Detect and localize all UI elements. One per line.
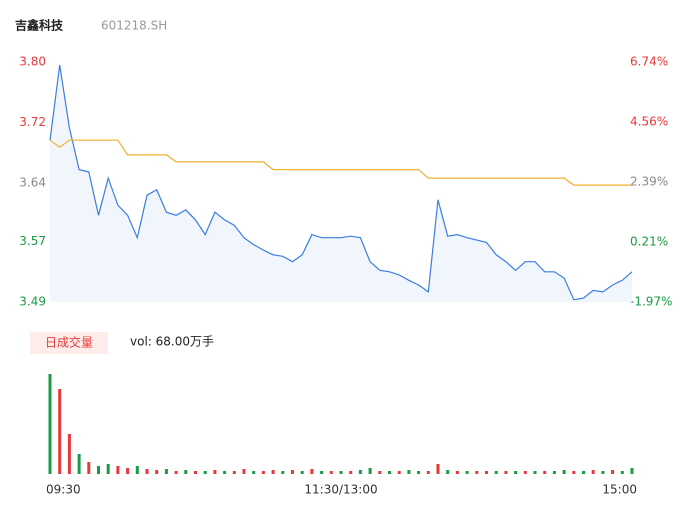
- y-tick-label: 3.80: [19, 55, 46, 69]
- volume-bar: [368, 468, 372, 474]
- stock-code: 601218.SH: [101, 19, 167, 33]
- volume-bar: [164, 469, 168, 474]
- volume-bar: [242, 469, 246, 474]
- volume-bar: [126, 468, 130, 474]
- y-tick-label: 3.64: [19, 175, 46, 189]
- volume-bar: [145, 469, 149, 474]
- volume-bar: [116, 466, 120, 474]
- volume-bar: [67, 434, 71, 474]
- x-tick-label: 11:30/13:00: [304, 483, 377, 497]
- price-line: [49, 65, 633, 301]
- volume-label: vol: 68.00万手: [130, 335, 214, 349]
- volume-bar: [543, 471, 547, 474]
- x-tick-label: 15:00: [602, 483, 637, 497]
- volume-bar: [58, 389, 62, 474]
- stock-name: 吉鑫科技: [15, 18, 64, 33]
- y2-tick-label: 4.56%: [630, 115, 668, 129]
- volume-bar: [455, 471, 459, 474]
- volume-bar: [582, 471, 585, 474]
- volume-bar: [446, 470, 450, 474]
- average-line: [49, 139, 632, 186]
- volume-bar: [514, 471, 518, 474]
- volume-bar: [203, 471, 207, 474]
- volume-bar: [106, 464, 110, 474]
- volume-bar: [194, 471, 197, 474]
- volume-bar: [252, 471, 256, 474]
- volume-bar: [232, 471, 236, 474]
- volume-bar: [135, 466, 139, 474]
- volume-bar: [572, 471, 576, 474]
- volume-bar: [485, 471, 488, 474]
- volume-bar: [388, 471, 391, 474]
- volume-bar: [310, 469, 314, 474]
- volume-bar: [48, 374, 52, 474]
- volume-bar: [426, 471, 430, 474]
- volume-bar: [329, 471, 333, 474]
- volume-bar: [620, 471, 624, 474]
- legend-box: [30, 332, 108, 354]
- volume-bar: [300, 471, 304, 474]
- volume-bar: [213, 470, 217, 474]
- volume-bar: [562, 470, 566, 474]
- volume-bar: [358, 470, 362, 474]
- y-tick-label: 3.49: [19, 295, 46, 309]
- volume-bar: [475, 471, 479, 474]
- volume-bar: [407, 470, 411, 474]
- volume-bar: [87, 462, 91, 474]
- volume-legend: 日成交量: [45, 335, 93, 350]
- volume-bar: [271, 470, 275, 474]
- volume-bar: [397, 471, 401, 474]
- volume-bar: [533, 471, 537, 474]
- volume-bar: [552, 471, 556, 474]
- volume-bar: [601, 471, 605, 474]
- volume-bar: [281, 471, 285, 474]
- volume-bar: [349, 471, 353, 474]
- y-tick-label: 3.57: [19, 234, 46, 248]
- volume-bar: [611, 470, 615, 474]
- volume-bar: [320, 471, 324, 474]
- x-tick-label: 09:30: [46, 483, 81, 497]
- volume-bar: [378, 471, 382, 474]
- volume-bar: [97, 466, 100, 474]
- volume-bar: [504, 471, 508, 474]
- y2-tick-label: 0.21%: [630, 234, 668, 248]
- y2-tick-label: 2.39%: [630, 174, 668, 188]
- y2-tick-label: -1.97%: [630, 295, 672, 309]
- volume-bar: [494, 471, 498, 474]
- volume-bar: [417, 471, 421, 474]
- volume-bar: [523, 471, 527, 474]
- y-tick-label: 3.72: [19, 115, 46, 129]
- volume-bar: [591, 470, 595, 474]
- volume-bar: [155, 470, 159, 474]
- volume-bar: [436, 464, 440, 474]
- volume-bar: [291, 470, 294, 474]
- y2-tick-label: 6.74%: [630, 55, 668, 69]
- volume-bar: [223, 471, 227, 474]
- volume-bar: [174, 471, 178, 474]
- volume-bar: [77, 454, 81, 474]
- price-area: [50, 65, 632, 302]
- volume-bar: [184, 470, 188, 474]
- volume-bar: [630, 468, 634, 474]
- volume-bar: [465, 471, 469, 474]
- volume-bar: [261, 471, 265, 474]
- volume-bar: [339, 471, 343, 474]
